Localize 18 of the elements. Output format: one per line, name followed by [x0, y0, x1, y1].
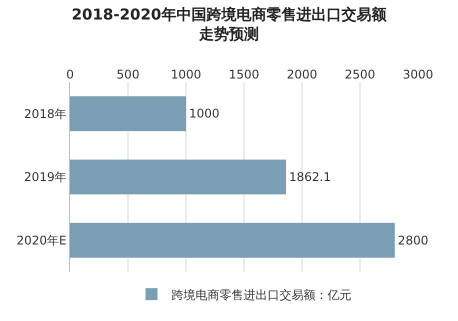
- y-tick-label: 2019年: [24, 170, 67, 184]
- data-label: 2800: [398, 233, 428, 248]
- legend-label: 跨境电商零售进出口交易额：亿元: [172, 288, 352, 302]
- bar: [70, 160, 286, 194]
- x-tick-label: 2000: [286, 68, 318, 82]
- y-tick-label: 2018年: [24, 106, 67, 121]
- x-tick-label: 1500: [228, 68, 260, 82]
- y-tick-label: 2020年E: [16, 234, 67, 248]
- bar: [70, 222, 395, 258]
- x-tick-label: 500: [116, 68, 140, 82]
- x-tick-label: 2500: [344, 68, 376, 82]
- x-tick-label: 0: [66, 68, 74, 82]
- chart-title: 2018-2020年中国跨境电商零售进出口交易额走势预测: [72, 5, 388, 43]
- data-label: 1000: [189, 106, 220, 121]
- x-tick-label: 3000: [402, 68, 434, 82]
- bar: [70, 96, 186, 132]
- x-tick-label: 1000: [170, 68, 202, 82]
- data-label: 1862.1: [289, 170, 331, 184]
